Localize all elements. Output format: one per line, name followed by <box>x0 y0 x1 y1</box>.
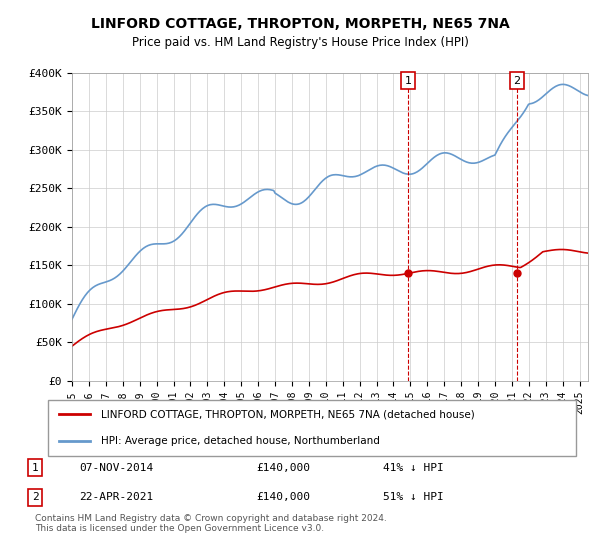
Text: HPI: Average price, detached house, Northumberland: HPI: Average price, detached house, Nort… <box>101 436 380 446</box>
Text: £140,000: £140,000 <box>256 463 310 473</box>
Text: Price paid vs. HM Land Registry's House Price Index (HPI): Price paid vs. HM Land Registry's House … <box>131 36 469 49</box>
Text: Contains HM Land Registry data © Crown copyright and database right 2024.
This d: Contains HM Land Registry data © Crown c… <box>35 514 387 533</box>
Text: 07-NOV-2014: 07-NOV-2014 <box>79 463 154 473</box>
Text: 22-APR-2021: 22-APR-2021 <box>79 492 154 502</box>
Text: 2: 2 <box>32 492 38 502</box>
Text: 1: 1 <box>404 76 412 86</box>
Text: LINFORD COTTAGE, THROPTON, MORPETH, NE65 7NA: LINFORD COTTAGE, THROPTON, MORPETH, NE65… <box>91 17 509 31</box>
Text: 2: 2 <box>514 76 521 86</box>
Text: 1: 1 <box>32 463 38 473</box>
Text: 41% ↓ HPI: 41% ↓ HPI <box>383 463 443 473</box>
Text: LINFORD COTTAGE, THROPTON, MORPETH, NE65 7NA (detached house): LINFORD COTTAGE, THROPTON, MORPETH, NE65… <box>101 409 475 419</box>
FancyBboxPatch shape <box>48 400 576 456</box>
Text: £140,000: £140,000 <box>256 492 310 502</box>
Text: 51% ↓ HPI: 51% ↓ HPI <box>383 492 443 502</box>
